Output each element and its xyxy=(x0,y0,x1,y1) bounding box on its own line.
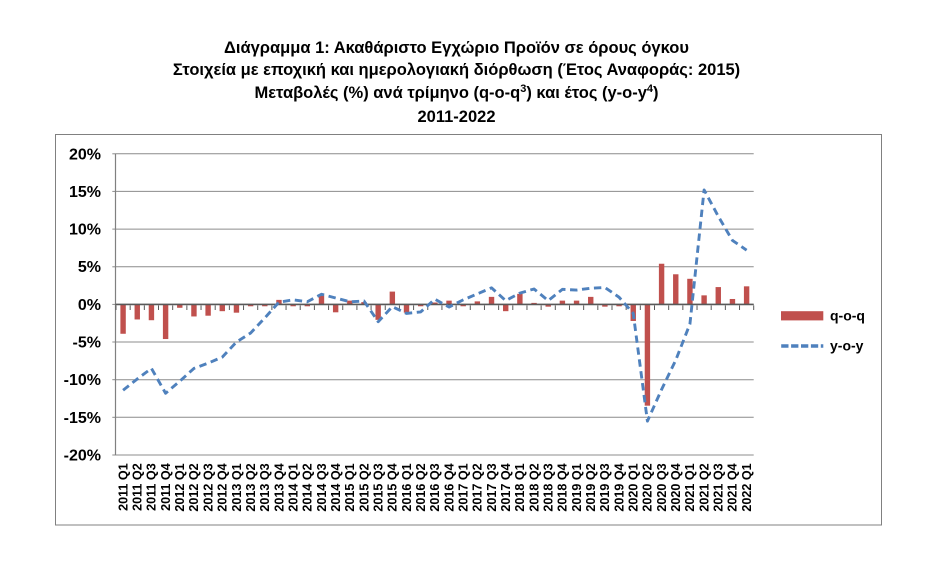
svg-text:2021 Q3: 2021 Q3 xyxy=(712,463,726,511)
svg-text:2020 Q2: 2020 Q2 xyxy=(641,463,655,511)
svg-text:-10%: -10% xyxy=(64,372,101,389)
svg-text:2019 Q1: 2019 Q1 xyxy=(570,463,584,511)
svg-text:2016 Q4: 2016 Q4 xyxy=(442,463,456,511)
svg-text:2012 Q2: 2012 Q2 xyxy=(187,463,201,511)
svg-text:2016 Q1: 2016 Q1 xyxy=(400,463,414,511)
svg-text:2011 Q4: 2011 Q4 xyxy=(159,463,173,511)
svg-text:-15%: -15% xyxy=(64,410,101,427)
svg-text:2013 Q1: 2013 Q1 xyxy=(230,463,244,511)
svg-text:2017 Q1: 2017 Q1 xyxy=(456,463,470,511)
svg-text:2018 Q2: 2018 Q2 xyxy=(527,463,541,511)
svg-text:2018 Q1: 2018 Q1 xyxy=(513,463,527,511)
svg-text:2019 Q4: 2019 Q4 xyxy=(612,463,626,511)
svg-text:2015 Q3: 2015 Q3 xyxy=(371,463,385,511)
svg-text:2020 Q3: 2020 Q3 xyxy=(655,463,669,511)
svg-text:2015 Q4: 2015 Q4 xyxy=(386,463,400,511)
svg-text:15%: 15% xyxy=(69,184,101,201)
svg-text:10%: 10% xyxy=(69,222,101,239)
svg-text:-5%: -5% xyxy=(73,335,101,352)
svg-text:-20%: -20% xyxy=(64,448,101,465)
svg-text:2012 Q1: 2012 Q1 xyxy=(173,463,187,511)
svg-text:2021 Q2: 2021 Q2 xyxy=(697,463,711,511)
svg-text:2016 Q3: 2016 Q3 xyxy=(428,463,442,511)
svg-text:2017 Q2: 2017 Q2 xyxy=(471,463,485,511)
svg-text:2014 Q1: 2014 Q1 xyxy=(286,463,300,511)
svg-text:2015 Q1: 2015 Q1 xyxy=(343,463,357,511)
svg-text:5%: 5% xyxy=(78,259,101,276)
svg-text:2012 Q4: 2012 Q4 xyxy=(216,463,230,511)
svg-text:20%: 20% xyxy=(69,146,101,163)
svg-text:2012 Q3: 2012 Q3 xyxy=(201,463,215,511)
svg-text:2022 Q1: 2022 Q1 xyxy=(740,463,754,511)
svg-text:2020 Q4: 2020 Q4 xyxy=(669,463,683,511)
svg-text:2021 Q4: 2021 Q4 xyxy=(726,463,740,511)
svg-text:2015 Q2: 2015 Q2 xyxy=(357,463,371,511)
svg-text:2011 Q2: 2011 Q2 xyxy=(131,463,145,511)
svg-text:2016 Q2: 2016 Q2 xyxy=(414,463,428,511)
svg-text:2020 Q1: 2020 Q1 xyxy=(627,463,641,511)
svg-text:2013 Q2: 2013 Q2 xyxy=(244,463,258,511)
svg-text:y-o-y: y-o-y xyxy=(830,338,864,354)
svg-text:2021 Q1: 2021 Q1 xyxy=(683,463,697,511)
svg-text:0%: 0% xyxy=(78,297,101,314)
svg-text:q-o-q: q-o-q xyxy=(830,307,865,323)
svg-text:2018 Q4: 2018 Q4 xyxy=(556,463,570,511)
svg-text:2014 Q2: 2014 Q2 xyxy=(301,463,315,511)
svg-text:2017 Q3: 2017 Q3 xyxy=(485,463,499,511)
svg-text:2013 Q4: 2013 Q4 xyxy=(272,463,286,511)
svg-text:2014 Q3: 2014 Q3 xyxy=(315,463,329,511)
svg-text:2018 Q3: 2018 Q3 xyxy=(542,463,556,511)
svg-text:2014 Q4: 2014 Q4 xyxy=(329,463,343,511)
svg-text:2019 Q2: 2019 Q2 xyxy=(584,463,598,511)
svg-text:2019 Q3: 2019 Q3 xyxy=(598,463,612,511)
svg-text:2011 Q1: 2011 Q1 xyxy=(116,463,130,511)
svg-text:2017 Q4: 2017 Q4 xyxy=(499,463,513,511)
svg-text:2013 Q3: 2013 Q3 xyxy=(258,463,272,511)
svg-text:2011 Q3: 2011 Q3 xyxy=(145,463,159,511)
